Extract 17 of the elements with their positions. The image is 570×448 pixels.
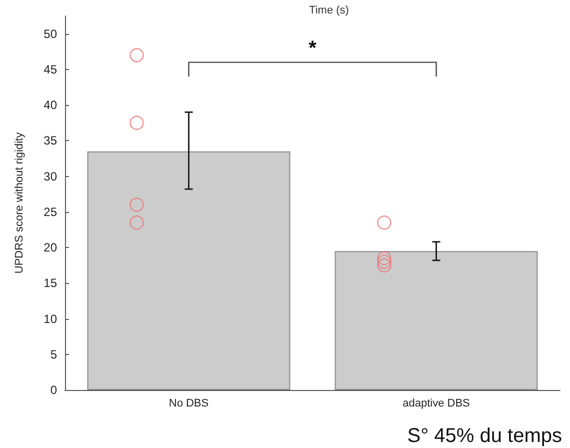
y-tick-label: 25 (44, 204, 58, 219)
y-tick-label: 30 (44, 169, 58, 184)
y-tick-label: 5 (50, 347, 58, 362)
annotation: * (308, 37, 317, 60)
y-tick-label: 40 (44, 98, 58, 112)
y-axis-title: UPDRS score without rigidity (14, 132, 26, 274)
y-tick-label: 10 (44, 312, 58, 326)
y-tick-label: 15 (44, 276, 58, 290)
y-tick-label: 0 (50, 383, 58, 397)
x-tick-label: adaptive DBS (402, 398, 470, 410)
x-tick-label: No DBS (168, 398, 209, 410)
y-tick-label: 50 (44, 26, 58, 41)
chart-title: Time (s) (309, 4, 349, 16)
y-tick-label: 35 (44, 134, 58, 148)
text: S° 45% du temps (407, 425, 562, 447)
y-tick-label: 45 (44, 62, 58, 76)
y-tick-label: 20 (44, 240, 58, 255)
